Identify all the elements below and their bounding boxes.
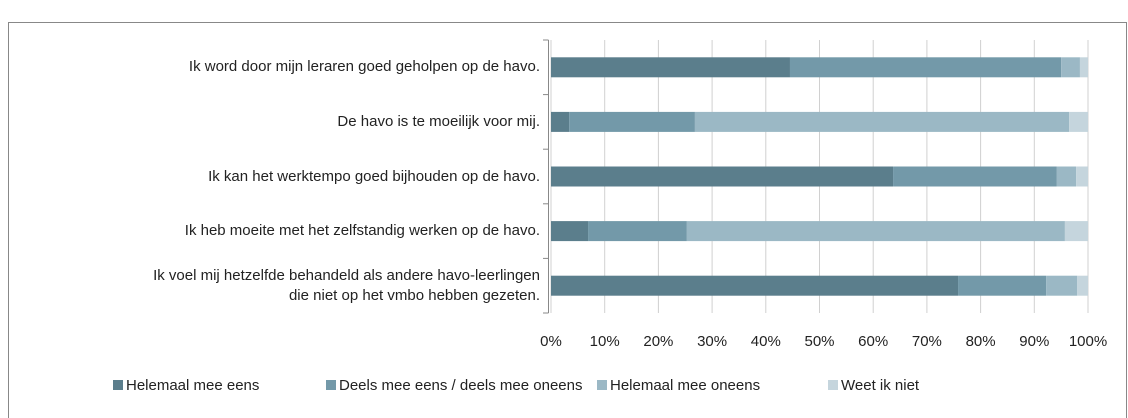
x-tick-label: 60% bbox=[858, 333, 888, 350]
bar-segment bbox=[893, 166, 1057, 187]
bar-segment bbox=[686, 221, 1065, 242]
legend-label: Deels mee eens / deels mee oneens bbox=[339, 377, 582, 394]
bar-segment bbox=[1056, 166, 1077, 187]
chart-border bbox=[8, 22, 1127, 418]
x-tick-label: 20% bbox=[643, 333, 673, 350]
legend-label: Helemaal mee eens bbox=[126, 377, 259, 394]
legend-swatch bbox=[597, 380, 607, 390]
bar-segment bbox=[1069, 111, 1088, 132]
y-tick-label: De havo is te moeilijk voor mij. bbox=[337, 112, 540, 130]
y-tick-label: Ik word door mijn leraren goed geholpen … bbox=[188, 58, 540, 76]
x-tick-label: 70% bbox=[912, 333, 942, 350]
x-tick-label: 0% bbox=[540, 333, 562, 350]
legend-swatch bbox=[113, 380, 123, 390]
x-tick-label: 50% bbox=[804, 333, 834, 350]
x-tick-label: 10% bbox=[590, 333, 620, 350]
bar-segment bbox=[588, 221, 687, 242]
bar-segment bbox=[1076, 166, 1088, 187]
legend-label: Helemaal mee oneens bbox=[610, 377, 760, 394]
bar-segment bbox=[958, 275, 1047, 296]
y-tick-label: Ik kan het werktempo goed bijhouden op d… bbox=[208, 167, 540, 185]
bar-segment bbox=[1061, 57, 1080, 78]
x-tick-label: 30% bbox=[697, 333, 727, 350]
bar-segment bbox=[1046, 275, 1078, 296]
x-tick-label: 100% bbox=[1069, 333, 1107, 350]
bar-segment bbox=[551, 221, 589, 242]
x-tick-label: 40% bbox=[751, 333, 781, 350]
legend-label: Weet ik niet bbox=[841, 377, 920, 394]
bar-segment bbox=[551, 275, 959, 296]
bar-segment bbox=[1077, 275, 1088, 296]
bar-segment bbox=[569, 111, 695, 132]
legend-swatch bbox=[828, 380, 838, 390]
bar-segment bbox=[551, 57, 790, 78]
bar-segment bbox=[551, 166, 894, 187]
x-tick-label: 80% bbox=[966, 333, 996, 350]
bar-segment bbox=[551, 111, 570, 132]
x-tick-label: 90% bbox=[1019, 333, 1049, 350]
bar-segment bbox=[1079, 57, 1088, 78]
y-tick-label: Ik voel mij hetzelfde behandeld als ande… bbox=[153, 266, 540, 304]
bar-segment bbox=[1064, 221, 1088, 242]
bar-segment bbox=[694, 111, 1070, 132]
y-tick-label: Ik heb moeite met het zelfstandig werken… bbox=[184, 222, 540, 240]
bar-segment bbox=[789, 57, 1062, 78]
legend-swatch bbox=[326, 380, 336, 390]
